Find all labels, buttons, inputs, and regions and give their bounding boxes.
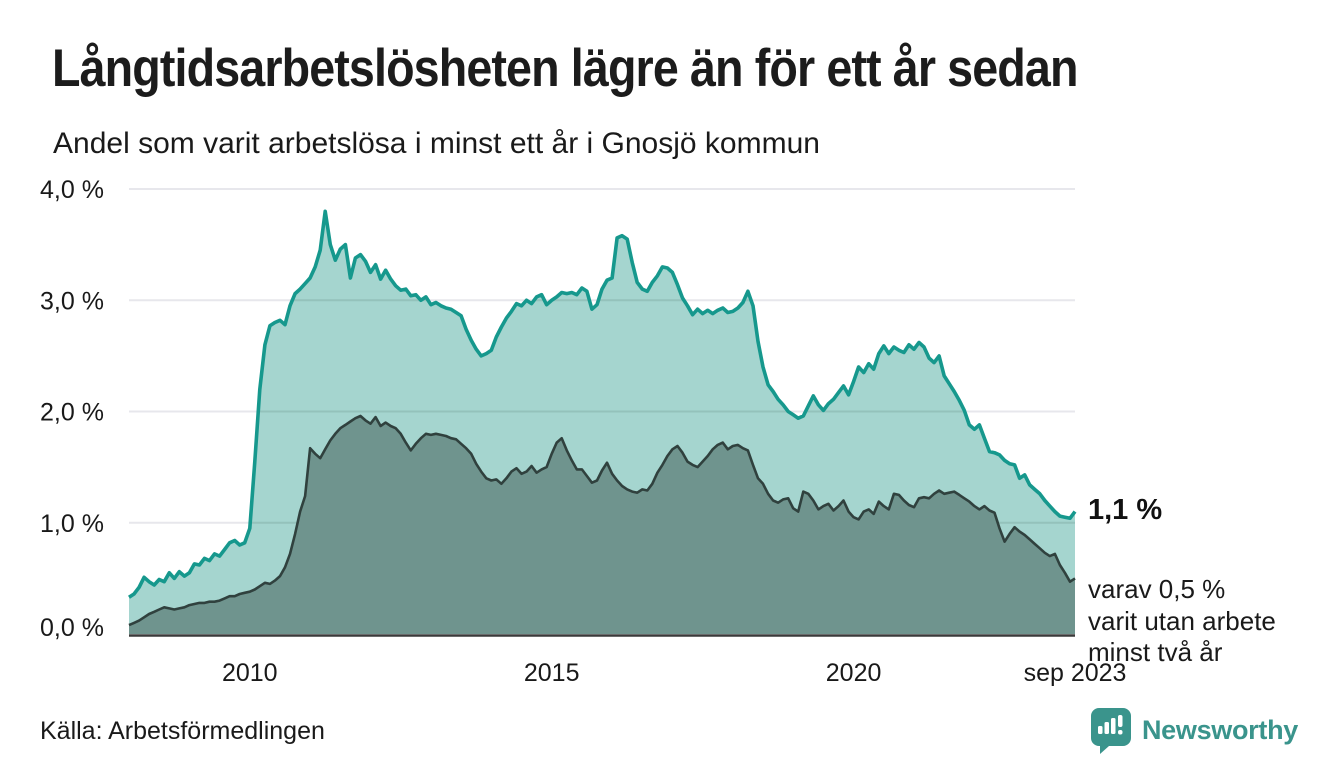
end-value-label: 1,1 % bbox=[1088, 494, 1163, 526]
newsworthy-logo-text: Newsworthy bbox=[1141, 714, 1298, 745]
y-axis-label: 1,0 % bbox=[40, 510, 104, 538]
series-area-two-years bbox=[129, 416, 1075, 634]
series-line-total bbox=[128, 209, 1077, 599]
source-attribution: Källa: Arbetsförmedlingen bbox=[40, 717, 325, 745]
logo-bar-3 bbox=[1110, 718, 1116, 734]
newsworthy-logo: Newsworthy bbox=[1089, 706, 1298, 754]
x-axis-label: 2020 bbox=[826, 659, 882, 687]
y-axis-label: 2,0 % bbox=[40, 399, 104, 427]
y-axis-label: 4,0 % bbox=[40, 176, 104, 204]
x-axis-label: sep 2023 bbox=[1024, 659, 1127, 687]
logo-exclamation-stem bbox=[1117, 715, 1123, 727]
newsworthy-logo-icon bbox=[1090, 708, 1131, 754]
logo-bar-1 bbox=[1097, 726, 1103, 734]
page-title: Långtidsarbetslösheten lägre än för ett … bbox=[52, 39, 1078, 98]
y-axis-label: 3,0 % bbox=[40, 287, 104, 315]
logo-bar-2 bbox=[1104, 722, 1109, 734]
y-axis-label: 0,0 % bbox=[40, 614, 104, 642]
chart-subtitle: Andel som varit arbetslösa i minst ett å… bbox=[53, 127, 820, 160]
x-axis-label: 2015 bbox=[524, 659, 580, 687]
x-axis-label: 2010 bbox=[222, 659, 278, 687]
series-line-two-years bbox=[128, 414, 1076, 627]
end-note-label: varav 0,5 % varit utan arbete minst två … bbox=[1088, 574, 1276, 667]
logo-exclamation-dot bbox=[1117, 730, 1123, 735]
